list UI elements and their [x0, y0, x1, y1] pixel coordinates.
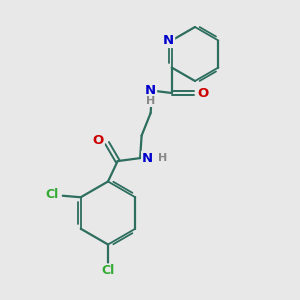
Text: H: H	[146, 96, 155, 106]
Text: O: O	[92, 134, 104, 147]
Text: Cl: Cl	[101, 264, 115, 278]
Text: N: N	[142, 152, 153, 165]
Text: O: O	[197, 86, 208, 100]
Text: Cl: Cl	[46, 188, 59, 201]
Text: N: N	[163, 34, 174, 47]
Text: N: N	[145, 84, 156, 97]
Text: H: H	[158, 153, 167, 163]
